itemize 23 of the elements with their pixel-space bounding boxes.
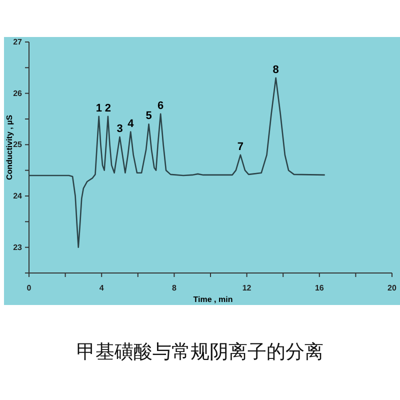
y-tick-label: 26: [13, 88, 23, 98]
x-tick-label: 8: [172, 283, 177, 292]
x-tick-label: 4: [99, 283, 104, 292]
annotation: 2: [104, 102, 112, 114]
y-tick-label: 25: [13, 140, 23, 150]
line-series: [28, 77, 326, 248]
y-tick-label: 23: [13, 242, 23, 252]
annotation: 6: [158, 100, 164, 112]
y-tick-label: 27: [13, 38, 23, 47]
x-tick-label: 0: [26, 283, 32, 292]
annotation: 8: [272, 64, 279, 76]
annotation: 3: [116, 122, 123, 135]
y-axis-title: Conductivity , µS: [5, 114, 14, 180]
y-tick-label: 24: [13, 192, 23, 201]
x-tick-label: 16: [314, 283, 324, 292]
x-tick-label: 20: [388, 283, 397, 292]
x-axis-title: Time , min: [193, 295, 233, 304]
text: 甲基磺酸与常规阴离子的分离: [76, 341, 324, 363]
annotation: 7: [237, 140, 244, 153]
annotation: 1: [96, 102, 102, 114]
annotation: 5: [146, 110, 152, 122]
annotation: 4: [128, 118, 135, 130]
x-tick-label: 12: [242, 283, 252, 292]
